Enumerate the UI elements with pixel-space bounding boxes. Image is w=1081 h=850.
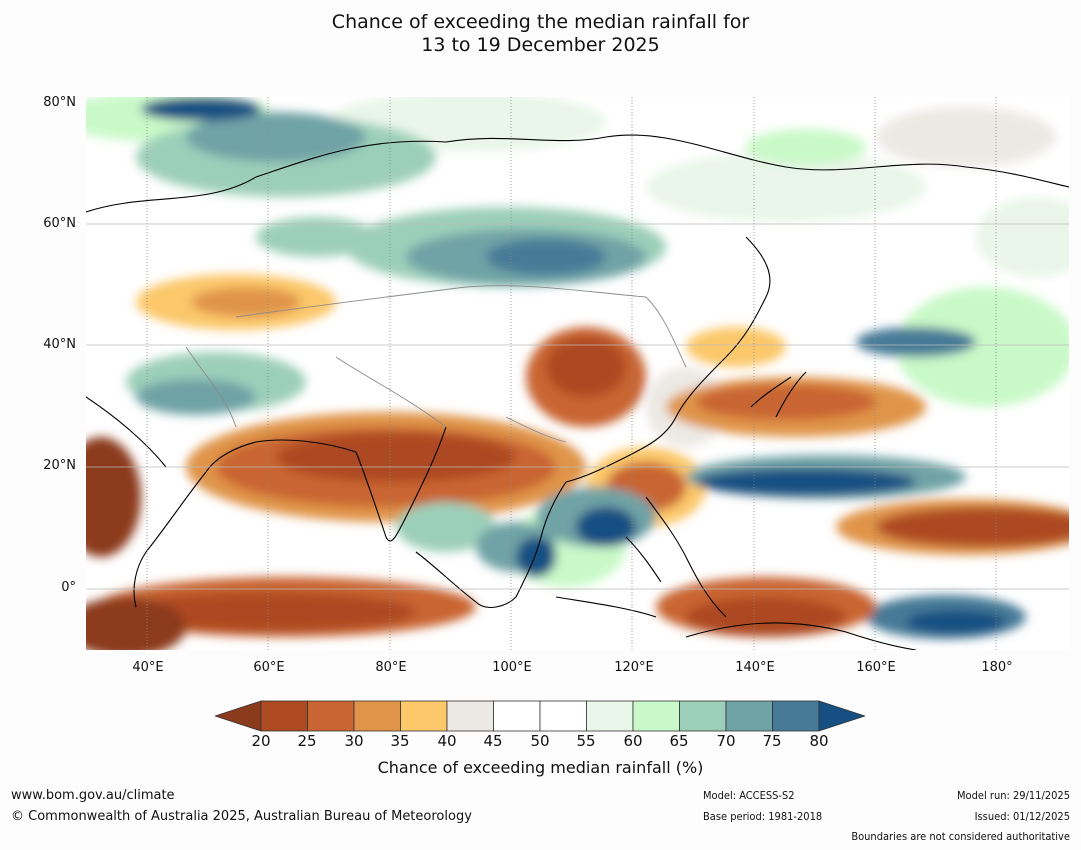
colorbar-seg-6 bbox=[493, 700, 541, 732]
lon-label-80e: 80°E bbox=[375, 660, 407, 675]
lon-label-60e: 60°E bbox=[253, 660, 285, 675]
colorbar-seg-2 bbox=[307, 700, 355, 732]
colorbar-tick: 75 bbox=[762, 732, 782, 750]
colorbar-seg-1 bbox=[260, 700, 308, 732]
colorbar-tick: 60 bbox=[623, 732, 643, 750]
boundary-disclaimer: Boundaries are not considered authoritat… bbox=[851, 830, 1070, 843]
colorbar-seg-10 bbox=[679, 700, 727, 732]
model-name: Model: ACCESS-S2 bbox=[703, 789, 795, 802]
colorbar-tick: 80 bbox=[809, 732, 829, 750]
colorbar-seg-11 bbox=[725, 700, 773, 732]
colorbar-tick: 70 bbox=[716, 732, 736, 750]
colorbar bbox=[215, 700, 865, 732]
colorbar-tick: 65 bbox=[669, 732, 689, 750]
lon-label-100e: 100°E bbox=[492, 660, 532, 675]
copyright-text: © Commonwealth of Australia 2025, Austra… bbox=[11, 809, 472, 824]
lat-label-20n: 20°N bbox=[43, 458, 76, 473]
lat-label-40n: 40°N bbox=[43, 337, 76, 352]
colorbar-seg-12 bbox=[772, 700, 820, 732]
colorbar-tick: 45 bbox=[483, 732, 503, 750]
colorbar-seg-8 bbox=[586, 700, 634, 732]
colorbar-tick: 35 bbox=[390, 732, 410, 750]
colorbar-seg-3 bbox=[353, 700, 401, 732]
colorbar-seg-0 bbox=[215, 700, 262, 732]
colorbar-label: Chance of exceeding median rainfall (%) bbox=[377, 758, 704, 777]
colorbar-tick: 30 bbox=[344, 732, 364, 750]
colorbar-seg-9 bbox=[632, 700, 680, 732]
colorbar-tick: 20 bbox=[251, 732, 271, 750]
lon-label-160e: 160°E bbox=[856, 660, 896, 675]
lat-label-60n: 60°N bbox=[43, 216, 76, 231]
colorbar-seg-4 bbox=[400, 700, 448, 732]
lat-label-0: 0° bbox=[61, 580, 76, 595]
lon-label-120e: 120°E bbox=[614, 660, 654, 675]
rainfall-probability-map bbox=[86, 97, 1069, 650]
lon-label-140e: 140°E bbox=[735, 660, 775, 675]
lon-label-180: 180° bbox=[981, 660, 1013, 675]
base-period: Base period: 1981-2018 bbox=[703, 810, 823, 823]
model-run-date: Model run: 29/11/2025 bbox=[957, 789, 1070, 802]
colorbar-tick: 40 bbox=[437, 732, 457, 750]
coastlines bbox=[86, 134, 1069, 650]
chart-title-line2: 13 to 19 December 2025 bbox=[421, 34, 660, 56]
colorbar-tick: 25 bbox=[297, 732, 317, 750]
lat-label-80n: 80°N bbox=[43, 95, 76, 110]
colorbar-tick: 55 bbox=[576, 732, 596, 750]
rainfall-field bbox=[86, 97, 1069, 650]
country-boundaries bbox=[185, 285, 687, 443]
map-svg bbox=[86, 97, 1069, 650]
issued-date: Issued: 01/12/2025 bbox=[974, 810, 1070, 823]
gridlines bbox=[146, 97, 997, 650]
colorbar-seg-5 bbox=[446, 700, 494, 732]
colorbar-seg-7 bbox=[539, 700, 587, 732]
chart-title-line1: Chance of exceeding the median rainfall … bbox=[331, 11, 750, 33]
colorbar-tick: 50 bbox=[530, 732, 550, 750]
colorbar-seg-13 bbox=[818, 700, 865, 732]
lon-label-40e: 40°E bbox=[132, 660, 164, 675]
lat-gridlines bbox=[86, 223, 1069, 590]
bom-climate-link[interactable]: www.bom.gov.au/climate bbox=[11, 788, 175, 803]
